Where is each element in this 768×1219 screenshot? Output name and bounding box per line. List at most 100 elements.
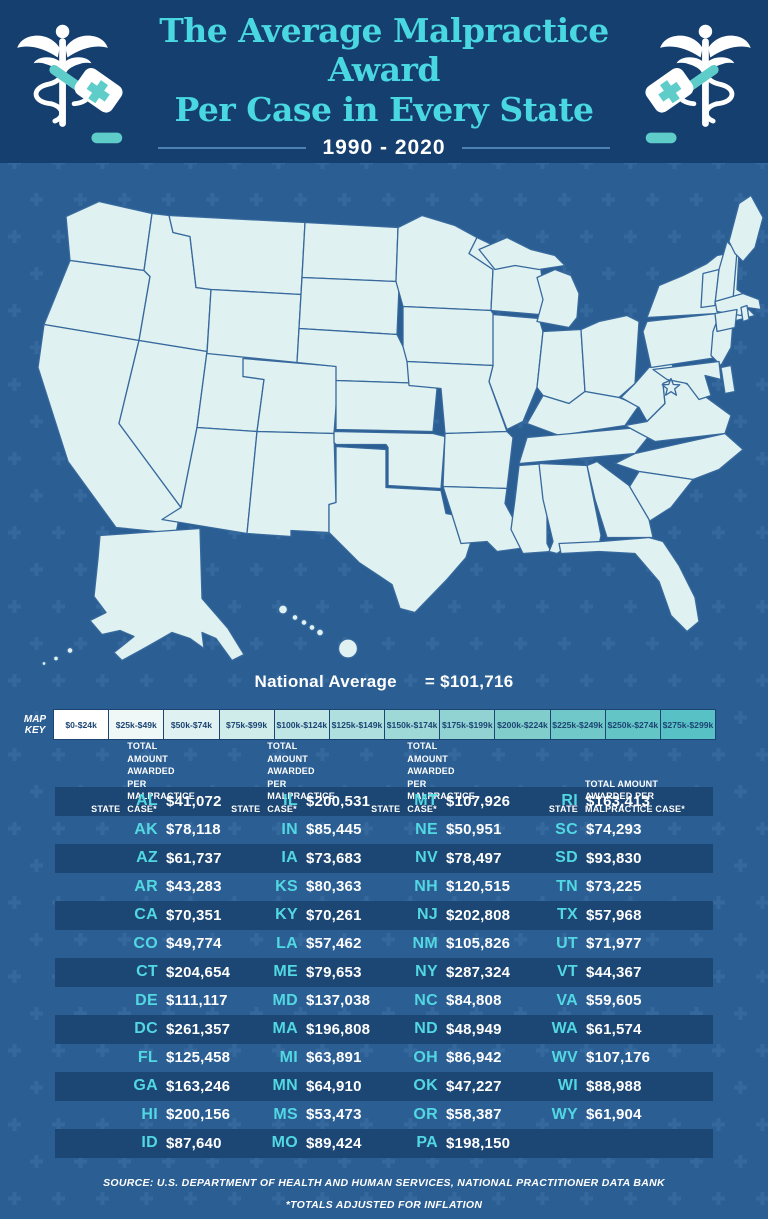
- table-row: AR $43,283 KS $80,363 NH $120,515 TN $73,225: [55, 873, 713, 902]
- table-cell-group: ID $87,640: [55, 1129, 221, 1158]
- state-hi: [277, 604, 359, 659]
- state-ok: [333, 430, 446, 490]
- state-value: $64,910: [306, 1077, 362, 1095]
- state-abbr: WI: [557, 1077, 578, 1095]
- state-abbr: WV: [551, 1048, 578, 1066]
- table-row: AL $41,072 IL $200,531 MT $107,926 RI $163,413: [55, 787, 713, 816]
- table-cell-group: MN $64,910: [195, 1072, 362, 1101]
- state-ar: [442, 430, 514, 490]
- source-line-1: SOURCE: U.S. DEPARTMENT OF HEALTH AND HU…: [103, 1177, 665, 1189]
- state-abbr: OR: [413, 1105, 438, 1123]
- state-value: $49,774: [166, 935, 222, 953]
- state-abbr: VA: [556, 991, 578, 1009]
- table-row: CA $70,351 KY $70,261 NJ $202,808 TX $57,968: [55, 901, 713, 930]
- table-cell-group: IA $73,683: [195, 844, 361, 873]
- key-bucket: $100k-$124k: [274, 710, 330, 739]
- state-value: $57,968: [586, 906, 642, 924]
- state-value: $78,497: [446, 849, 502, 867]
- table-cell-group: TN $73,225: [475, 873, 713, 902]
- table-cell-group: MT $107,926: [335, 787, 510, 816]
- subtitle-rule-left: [158, 147, 307, 150]
- state-abbr: SC: [555, 820, 578, 838]
- state-abbr: AR: [134, 877, 158, 895]
- table-header-group: STATE TOTAL AMOUNT AWARDED PER MALPRACTICE …: [335, 740, 475, 815]
- state-value: $89,424: [306, 1134, 362, 1152]
- table-row: GA $163,246 MN $64,910 OK $47,227 WI $88,988: [55, 1072, 713, 1101]
- table-header-group: STATE TOTAL AMOUNT AWARDED PER MALPRACTICE …: [475, 740, 713, 815]
- state-wy: [206, 288, 302, 364]
- state-value: $59,605: [586, 992, 642, 1010]
- state-value: $93,830: [586, 849, 642, 867]
- state-abbr: NY: [415, 963, 438, 981]
- state-column-header: STATE: [231, 804, 261, 814]
- state-sc: [628, 470, 694, 523]
- state-abbr: IL: [283, 792, 298, 810]
- state-abbr: PA: [416, 1134, 438, 1152]
- state-abbr: DE: [135, 991, 158, 1009]
- state-value: $58,387: [446, 1106, 502, 1124]
- state-mi: [478, 236, 580, 329]
- state-md: [652, 360, 722, 401]
- state-abbr: KS: [275, 877, 298, 895]
- map-key: MAP KEY $0-$24k $25k-$49k $50k-$74k $75k-$9…: [0, 709, 768, 740]
- table-cell-group: ND $48,949: [335, 1015, 501, 1044]
- state-nc: [614, 432, 744, 481]
- state-abbr: MI: [279, 1048, 298, 1066]
- table-cell-group: NH $120,515: [335, 873, 510, 902]
- state-tn: [518, 426, 652, 465]
- us-choropleth-map: [37, 194, 764, 667]
- state-value: $196,808: [306, 1020, 371, 1038]
- table-cell-group: CA $70,351: [55, 901, 221, 930]
- state-abbr: KY: [275, 906, 298, 924]
- national-average-value: = $101,716: [424, 672, 514, 691]
- state-value: $41,072: [166, 792, 222, 810]
- table-cell-group: DC $261,357: [55, 1015, 230, 1044]
- state-nd: [301, 221, 399, 283]
- state-tx: [328, 445, 479, 614]
- table-cell-group: WV $107,176: [475, 1044, 713, 1073]
- national-average-label: National Average: [254, 672, 397, 691]
- caduceus-gavel-icon-left: [17, 24, 123, 143]
- state-abbr: SD: [555, 849, 578, 867]
- state-value: $88,988: [586, 1077, 642, 1095]
- state-value: $61,574: [586, 1020, 642, 1038]
- table-cell-group: IL $200,531: [195, 787, 370, 816]
- table-cell-group: VT $44,367: [475, 958, 713, 987]
- table-cell-group: CO $49,774: [55, 930, 221, 959]
- state-awards-table: STATE TOTAL AMOUNT AWARDED PER MALPRACTICE …: [55, 740, 713, 1158]
- state-abbr: OH: [413, 1048, 438, 1066]
- state-abbr: ID: [141, 1134, 158, 1152]
- table-cell-group: MI $63,891: [195, 1044, 362, 1073]
- state-abbr: NJ: [416, 906, 438, 924]
- state-abbr: CT: [136, 963, 158, 981]
- state-abbr: VT: [556, 963, 578, 981]
- table-cell-group: NJ $202,808: [335, 901, 510, 930]
- state-value: $261,357: [166, 1020, 231, 1038]
- table-row: DC $261,357 MA $196,808 ND $48,949 WA $61,574: [55, 1015, 713, 1044]
- key-bucket: $200k-$224k: [495, 710, 551, 739]
- table-cell-group: RI $163,413: [475, 787, 713, 816]
- table-cell-group: NE $50,951: [335, 816, 501, 845]
- amount-column-header: TOTAL AMOUNT AWARDED PER MALPRACTICE CASE*: [407, 741, 475, 814]
- state-mn: [395, 214, 494, 312]
- state-abbr: HI: [141, 1105, 158, 1123]
- state-nm: [246, 430, 337, 538]
- state-column-header: STATE: [548, 804, 578, 814]
- state-value: $111,117: [166, 992, 228, 1010]
- state-vt: [700, 268, 720, 309]
- table-cell-group: NC $84,808: [335, 987, 501, 1016]
- state-dc-star: [661, 377, 681, 396]
- table-row: CT $204,654 ME $79,653 NY $287,324 VT $44,367: [55, 958, 713, 987]
- subtitle-rule-right: [461, 147, 610, 150]
- table-cell-group: NM $105,826: [335, 930, 510, 959]
- state-column-header: STATE: [91, 804, 121, 814]
- state-value: $79,653: [306, 963, 362, 981]
- state-abbr: AL: [136, 792, 158, 810]
- table-row: DE $111,117 MD $137,038 NC $84,808 VA $59,605: [55, 987, 713, 1016]
- table-cell-group: VA $59,605: [475, 987, 713, 1016]
- state-sd: [298, 276, 400, 336]
- table-cell-group: ME $79,653: [195, 958, 361, 987]
- state-value: $107,926: [446, 792, 511, 810]
- table-cell-group: GA $163,246: [55, 1072, 230, 1101]
- state-abbr: AK: [134, 820, 158, 838]
